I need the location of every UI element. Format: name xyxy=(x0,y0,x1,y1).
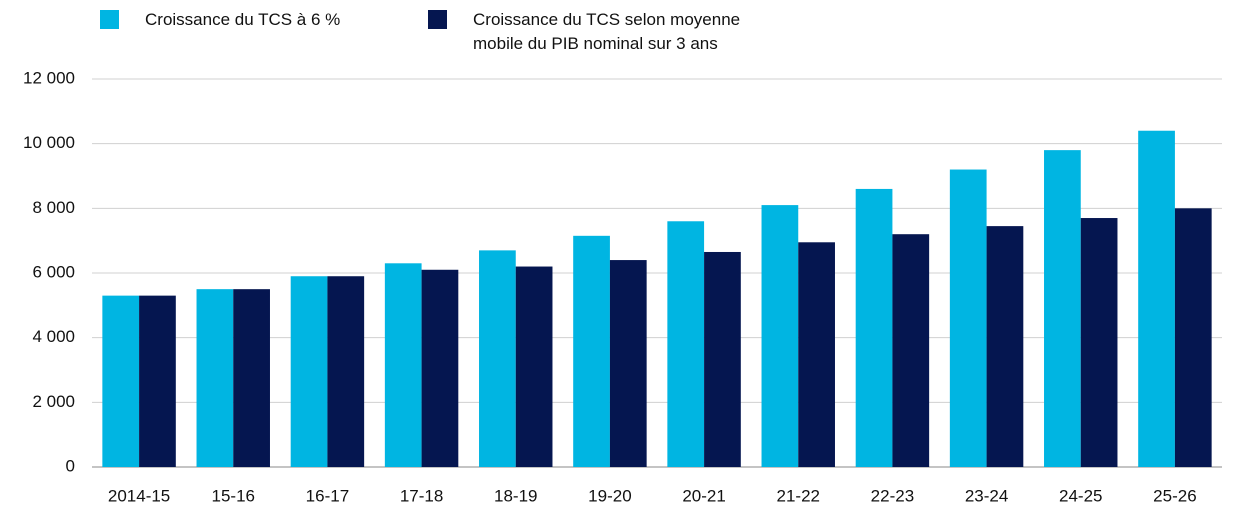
x-tick-label: 17-18 xyxy=(400,486,443,505)
bar xyxy=(704,251,741,467)
y-tick-label: 12 000 xyxy=(23,68,75,87)
bar xyxy=(1080,218,1118,467)
bar xyxy=(384,263,422,467)
x-tick-label: 23-24 xyxy=(965,486,1008,505)
x-tick-label: 20-21 xyxy=(682,486,725,505)
bar xyxy=(1138,130,1175,467)
x-tick-label: 24-25 xyxy=(1059,486,1102,505)
bar xyxy=(290,276,328,467)
x-tick-label: 22-23 xyxy=(871,486,914,505)
bar xyxy=(327,276,365,467)
bar xyxy=(196,289,234,467)
x-tick-label: 15-16 xyxy=(212,486,255,505)
bar xyxy=(609,260,647,467)
x-tick-label: 16-17 xyxy=(306,486,349,505)
y-tick-label: 8 000 xyxy=(32,198,75,217)
y-tick-label: 6 000 xyxy=(32,262,75,281)
legend-item: Croissance du TCS à 6 % xyxy=(100,8,380,32)
y-tick-label: 10 000 xyxy=(23,133,75,152)
y-tick-label: 2 000 xyxy=(32,392,75,411)
bar xyxy=(855,188,893,467)
bar xyxy=(573,235,610,467)
x-tick-label: 2014-15 xyxy=(108,486,170,505)
bar xyxy=(1174,208,1212,468)
bar xyxy=(798,242,835,467)
bar xyxy=(102,295,140,467)
bar xyxy=(892,234,930,467)
bar xyxy=(986,226,1024,467)
bar xyxy=(233,289,270,467)
x-tick-label: 18-19 xyxy=(494,486,537,505)
x-tick-label: 25-26 xyxy=(1153,486,1196,505)
bar xyxy=(139,295,176,467)
x-tick-label: 19-20 xyxy=(588,486,631,505)
legend-label: Croissance du TCS à 6 % xyxy=(145,10,341,29)
bar xyxy=(761,205,799,467)
bar xyxy=(515,266,553,467)
legend-item: Croissance du TCS selon moyenne mobile d… xyxy=(428,8,798,56)
y-tick-label: 4 000 xyxy=(32,327,75,346)
legend-label: Croissance du TCS selon moyenne mobile d… xyxy=(473,10,741,53)
x-tick-label: 21-22 xyxy=(777,486,820,505)
legend-swatch xyxy=(100,10,119,29)
legend-swatch xyxy=(428,10,447,29)
bar xyxy=(421,269,459,467)
bar xyxy=(667,221,705,467)
bar xyxy=(1044,150,1081,467)
bar xyxy=(479,250,516,467)
y-tick-label: 0 xyxy=(66,456,75,475)
bar xyxy=(949,169,987,468)
